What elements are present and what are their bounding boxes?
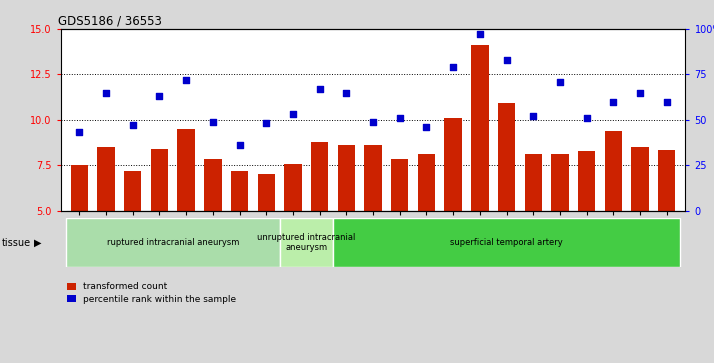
Bar	[658, 150, 675, 211]
Bar	[280, 218, 333, 267]
Bar	[231, 171, 248, 211]
Bar	[151, 149, 169, 211]
Bar	[338, 145, 355, 211]
Bar	[364, 145, 382, 211]
Point	[314, 86, 326, 92]
Point	[528, 113, 539, 119]
Bar	[311, 142, 328, 211]
Bar	[71, 165, 88, 211]
Text: unruptured intracranial
aneurysm: unruptured intracranial aneurysm	[257, 233, 356, 252]
Point	[448, 64, 459, 70]
Point	[421, 124, 432, 130]
Point	[261, 121, 272, 126]
Point	[341, 90, 352, 95]
Point	[634, 90, 645, 95]
Point	[501, 57, 512, 63]
Bar	[551, 154, 568, 211]
Text: tissue: tissue	[2, 238, 31, 248]
Bar	[284, 164, 301, 211]
Bar	[525, 154, 542, 211]
Point	[154, 93, 165, 99]
Point	[181, 77, 192, 83]
Point	[234, 142, 246, 148]
Bar	[631, 147, 649, 211]
Legend: transformed count, percentile rank within the sample: transformed count, percentile rank withi…	[65, 280, 238, 306]
Point	[287, 111, 298, 117]
Bar	[124, 171, 141, 211]
Point	[581, 115, 593, 121]
Point	[101, 90, 112, 95]
Point	[207, 119, 218, 125]
Point	[554, 79, 565, 85]
Point	[74, 130, 85, 135]
Point	[474, 32, 486, 37]
Point	[661, 99, 673, 105]
Point	[394, 115, 406, 121]
Bar	[204, 159, 221, 211]
Bar	[471, 45, 488, 211]
Point	[367, 119, 378, 125]
Bar	[605, 131, 622, 211]
Point	[127, 122, 139, 128]
Text: GDS5186 / 36553: GDS5186 / 36553	[58, 15, 161, 28]
Text: superficial temporal artery: superficial temporal artery	[451, 238, 563, 247]
Bar	[445, 118, 462, 211]
Text: ruptured intracranial aneurysm: ruptured intracranial aneurysm	[106, 238, 239, 247]
Bar	[258, 174, 275, 211]
Bar	[578, 151, 595, 211]
Point	[608, 99, 619, 105]
Bar	[498, 103, 516, 211]
Bar	[66, 218, 280, 267]
Bar	[178, 129, 195, 211]
Bar	[391, 159, 408, 211]
Bar	[333, 218, 680, 267]
Bar	[418, 154, 435, 211]
Bar	[97, 147, 115, 211]
Text: ▶: ▶	[34, 238, 42, 248]
